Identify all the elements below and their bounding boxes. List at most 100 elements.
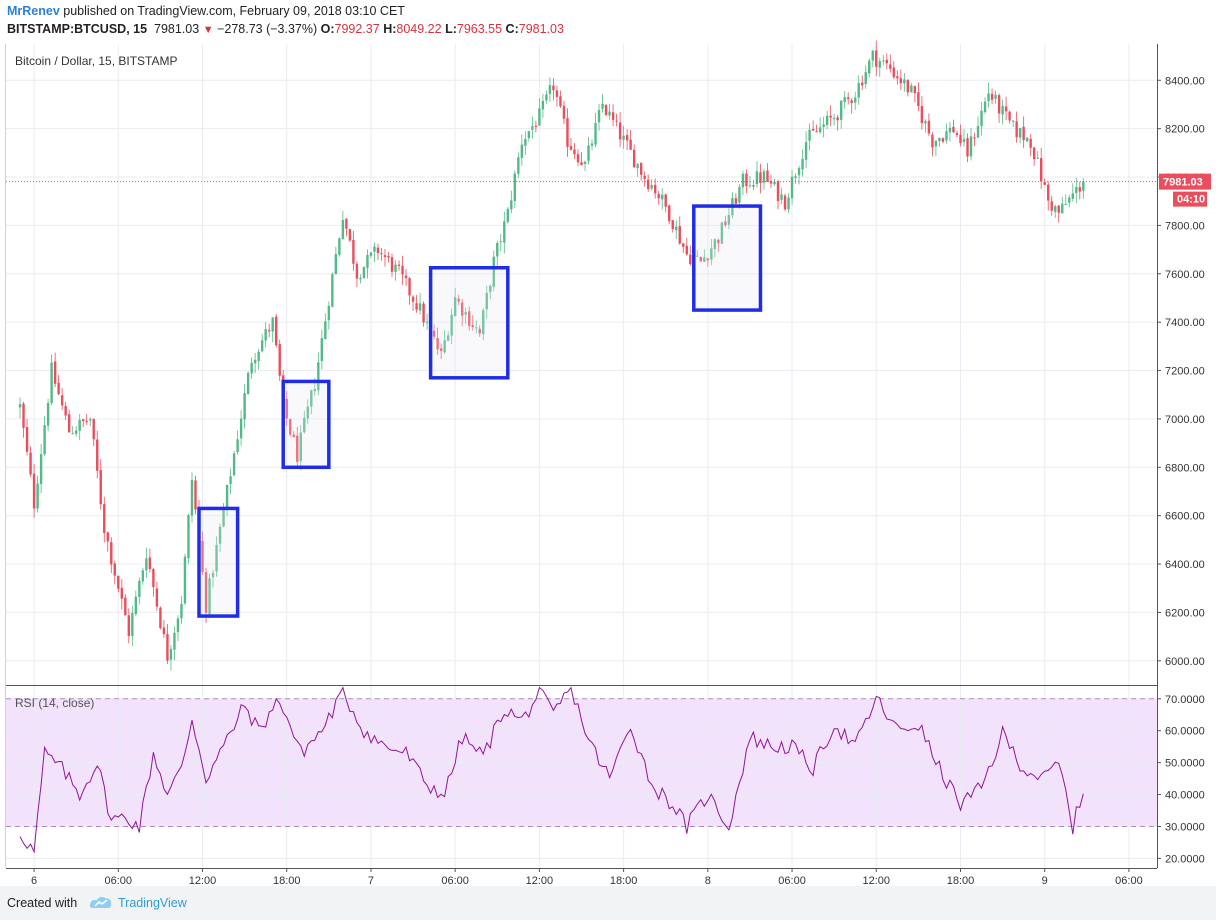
candle-body <box>485 292 488 310</box>
candle-body <box>78 419 81 431</box>
candle-body <box>64 406 67 416</box>
candle-body <box>176 618 180 633</box>
candle-body <box>260 340 264 352</box>
candle-body <box>682 243 685 247</box>
candle-body <box>1054 206 1057 212</box>
candle <box>1001 99 1004 125</box>
candle <box>910 83 913 93</box>
price-change: −278.73 (−3.37%) <box>217 22 318 36</box>
candle-body <box>1057 205 1060 213</box>
candle <box>878 57 881 77</box>
candle <box>74 426 78 437</box>
candle <box>818 117 822 134</box>
candle-body <box>892 67 896 78</box>
chart-canvas[interactable]: Bitcoin / Dollar, 15, BITSTAMP RSI (14, … <box>0 40 1216 886</box>
candle <box>717 238 720 252</box>
candle <box>99 459 102 510</box>
candle-body <box>794 176 797 179</box>
candle-body <box>924 121 927 124</box>
candle-body <box>871 50 874 61</box>
candle-body <box>969 136 973 157</box>
candle <box>882 54 885 66</box>
candle <box>948 121 952 142</box>
candle <box>534 120 538 133</box>
candle-body <box>468 311 471 326</box>
candle <box>734 193 738 205</box>
candle <box>1047 181 1050 211</box>
price-tick-label: 6400.00 <box>1165 559 1205 571</box>
candle <box>436 327 439 355</box>
candle-body <box>338 238 341 255</box>
candle <box>25 418 29 456</box>
candle <box>267 323 271 338</box>
candle <box>183 553 187 605</box>
candle-body <box>668 205 671 222</box>
rsi-pane[interactable]: RSI (14, close) <box>6 686 1157 868</box>
candle-body <box>573 149 576 155</box>
price-pane[interactable]: Bitcoin / Dollar, 15, BITSTAMP <box>6 40 1157 685</box>
candle-body <box>931 134 934 148</box>
candle-body <box>657 193 660 199</box>
candle <box>317 352 320 396</box>
candle-body <box>783 195 787 210</box>
price-tick-label: 7200.00 <box>1165 366 1205 378</box>
countdown-badge <box>1173 191 1207 207</box>
candle-body <box>503 221 506 243</box>
candle <box>713 238 717 258</box>
candle-body <box>446 335 450 341</box>
candle-body <box>710 248 713 260</box>
candle <box>264 322 267 348</box>
candle-body <box>422 303 425 323</box>
candle <box>839 100 843 129</box>
candle-body <box>131 612 134 636</box>
candle-body <box>373 246 376 252</box>
open-label: O: <box>320 22 335 36</box>
candle-body <box>450 314 453 336</box>
candle <box>285 391 288 427</box>
candle <box>604 104 608 117</box>
price-tick-label: 8200.00 <box>1165 124 1205 136</box>
candle <box>246 371 250 395</box>
candle-body <box>475 327 478 329</box>
candle <box>260 334 264 353</box>
candle-body <box>50 362 53 404</box>
candle-body <box>973 137 976 139</box>
candle-body <box>352 239 355 264</box>
candle <box>524 131 527 155</box>
candle <box>899 69 903 90</box>
time-tick-label: 06:00 <box>778 875 806 886</box>
candle-body <box>243 393 246 420</box>
candle-body <box>369 252 373 256</box>
time-tick-label: 06:00 <box>105 875 133 886</box>
candle <box>601 94 604 113</box>
candle-body <box>618 122 622 140</box>
candle <box>401 255 404 285</box>
candle-body <box>738 186 741 203</box>
candle <box>983 97 987 115</box>
candle <box>608 103 611 120</box>
tradingview-logo-icon[interactable] <box>88 894 114 910</box>
candle <box>239 410 243 446</box>
candle-body <box>604 105 608 115</box>
axes: 6000.00 6200.00 6400.00 6600.00 6800.00 7000.… <box>5 44 1211 886</box>
candle <box>496 240 499 266</box>
rsi-tick-label: 60.0000 <box>1165 726 1205 738</box>
candle-body <box>236 439 239 453</box>
candle <box>166 624 169 665</box>
author-link[interactable]: MrRenev <box>7 4 60 18</box>
candle <box>541 93 545 118</box>
candle-body <box>162 627 166 635</box>
candle-body <box>36 483 39 509</box>
candle <box>187 513 190 564</box>
candle <box>632 144 636 168</box>
candle-body <box>415 303 418 310</box>
close-value: 7981.03 <box>518 22 564 36</box>
candle-body <box>534 125 538 127</box>
tradingview-link[interactable]: TradingView <box>118 896 187 910</box>
candle <box>478 325 481 337</box>
candle <box>924 119 927 133</box>
candle-body <box>689 254 692 264</box>
candle <box>773 178 776 186</box>
candle-body <box>945 131 948 141</box>
candle-body <box>390 257 394 272</box>
